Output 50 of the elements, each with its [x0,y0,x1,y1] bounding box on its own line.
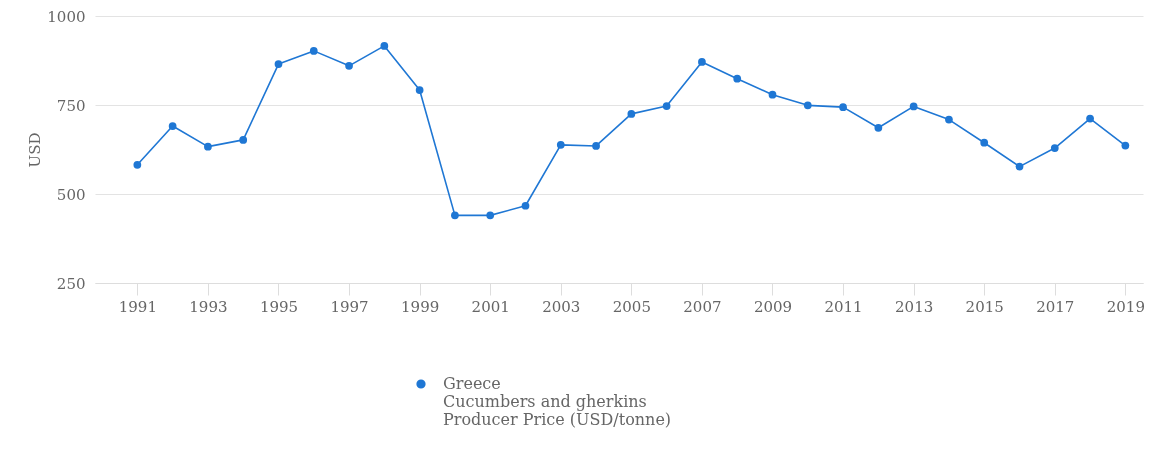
point [592,142,600,150]
point [204,142,212,151]
point [768,90,777,99]
point [345,61,353,70]
point [521,201,530,210]
x-tick-label: 2015 [965,297,1004,316]
point [1121,141,1130,150]
x-tick-label: 2003 [542,297,581,316]
legend-label: Greece Cucumbers and gherkins Producer Price (USD/tonne) [443,374,672,429]
y-tick-label: 500 [56,185,86,204]
point [980,138,989,147]
point [380,42,389,50]
x-tick-label: 2005 [612,297,651,316]
point [486,211,495,220]
point [909,102,918,111]
point [309,47,318,55]
point [803,101,812,110]
point [274,60,283,68]
point [627,110,636,118]
y-tick-label: 1000 [47,7,86,26]
y-axis-title: USD [26,132,45,168]
x-tick-label: 1991 [118,297,157,316]
point [874,123,883,132]
x-tick-label: 2017 [1036,297,1075,316]
x-tick-label: 2019 [1106,297,1145,316]
point [1086,114,1094,123]
x-tick-label: 2013 [895,297,934,316]
y-tick-label: 750 [56,96,86,115]
point [133,160,142,169]
x-tick-label: 2001 [471,297,510,316]
y-tick-label: 250 [56,274,86,293]
point [451,211,459,220]
x-tick-label: 1993 [189,297,228,316]
point [239,136,248,144]
point [168,122,177,130]
point [698,58,706,66]
point [556,141,565,149]
x-tick-label: 1997 [330,297,369,316]
x-tick-label: 2009 [753,297,793,316]
point [839,103,847,111]
point [945,115,953,124]
x-tick-label: 1999 [401,297,440,316]
point [733,74,742,83]
x-tick-label: 2007 [683,297,722,316]
point [662,102,671,110]
x-tick-label: 1995 [259,297,299,316]
point [415,86,424,94]
point [1015,162,1024,171]
point [1050,144,1059,152]
x-tick-label: 2011 [824,297,863,316]
